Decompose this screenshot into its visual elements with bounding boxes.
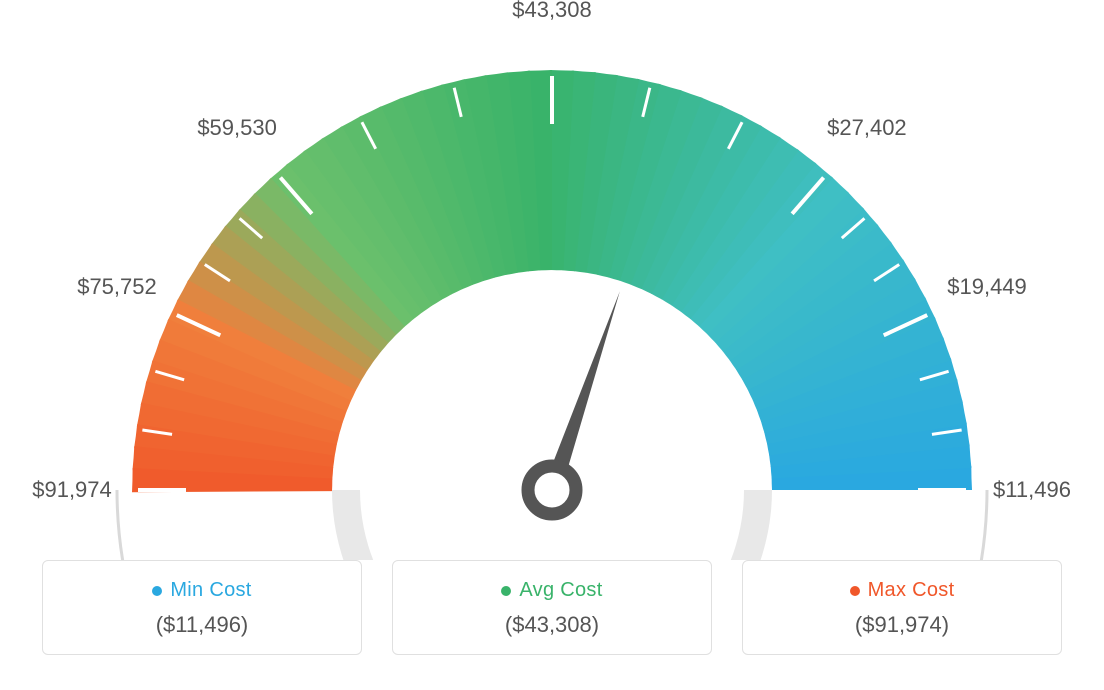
legend-title-min: Min Cost: [53, 579, 351, 602]
legend-title-max: Max Cost: [753, 579, 1051, 602]
gauge-tick-label: $75,752: [77, 274, 157, 300]
legend-card-min: Min Cost ($11,496): [42, 560, 362, 655]
legend-label-avg: Avg Cost: [519, 579, 602, 602]
legend-card-avg: Avg Cost ($43,308): [392, 560, 712, 655]
gauge-chart: $11,496 $19,449 $27,402 $43,308 $59,530 $75,7…: [0, 0, 1104, 560]
gauge-tick-label: $91,974: [32, 477, 112, 503]
legend-row: Min Cost ($11,496) Avg Cost ($43,308) Ma…: [0, 560, 1104, 655]
legend-label-max: Max Cost: [868, 579, 955, 602]
gauge-tick-label: $27,402: [827, 115, 907, 141]
legend-dot-min: [152, 586, 162, 596]
legend-dot-max: [850, 586, 860, 596]
legend-value-avg: ($43,308): [403, 612, 701, 638]
legend-value-min: ($11,496): [53, 612, 351, 638]
gauge-tick-label: $43,308: [512, 0, 592, 23]
gauge-needle-hub: [528, 466, 576, 514]
legend-card-max: Max Cost ($91,974): [742, 560, 1062, 655]
legend-value-max: ($91,974): [753, 612, 1051, 638]
legend-label-min: Min Cost: [170, 579, 251, 602]
gauge-tick-label: $19,449: [947, 274, 1027, 300]
legend-dot-avg: [501, 586, 511, 596]
gauge-svg: [0, 0, 1104, 560]
gauge-tick-label: $59,530: [197, 115, 277, 141]
legend-title-avg: Avg Cost: [403, 579, 701, 602]
gauge-tick-label: $11,496: [993, 477, 1071, 503]
